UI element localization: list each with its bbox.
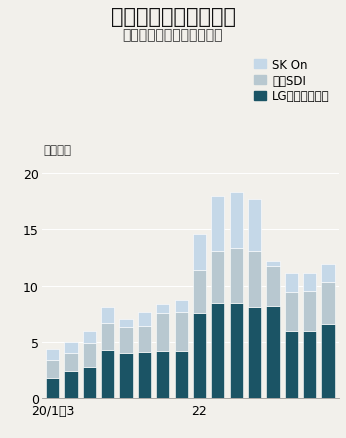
Bar	[156, 313, 169, 351]
Bar	[285, 274, 298, 293]
Bar	[174, 312, 188, 351]
Bar	[193, 234, 206, 270]
Bar	[64, 371, 78, 399]
Bar	[211, 303, 225, 399]
Bar	[174, 300, 188, 312]
Bar	[248, 251, 261, 307]
Bar	[266, 267, 280, 306]
Bar	[138, 353, 151, 399]
Bar	[285, 331, 298, 399]
Bar	[101, 307, 114, 323]
Text: 万亿韩元: 万亿韩元	[43, 144, 71, 156]
Bar	[193, 270, 206, 313]
Bar	[266, 261, 280, 267]
Bar	[285, 293, 298, 331]
Bar	[64, 342, 78, 353]
Bar	[101, 323, 114, 350]
Bar	[46, 378, 59, 399]
Bar	[211, 251, 225, 303]
Legend: SK On, 三星SDI, LG能源解决方案: SK On, 三星SDI, LG能源解决方案	[254, 58, 330, 103]
Bar	[83, 367, 96, 399]
Bar	[174, 351, 188, 399]
Bar	[46, 349, 59, 360]
Bar	[266, 306, 280, 399]
Bar	[248, 307, 261, 399]
Bar	[230, 249, 243, 303]
Bar	[156, 304, 169, 313]
Bar	[156, 351, 169, 399]
Bar	[193, 313, 206, 399]
Bar	[46, 360, 59, 378]
Bar	[321, 283, 335, 324]
Bar	[321, 324, 335, 399]
Bar	[119, 328, 133, 353]
Bar	[119, 320, 133, 328]
Bar	[230, 192, 243, 249]
Bar	[303, 274, 316, 292]
Bar	[230, 303, 243, 399]
Bar	[138, 312, 151, 326]
Bar	[321, 265, 335, 283]
Bar	[303, 331, 316, 399]
Bar	[119, 353, 133, 399]
Bar	[138, 326, 151, 353]
Bar	[64, 353, 78, 371]
Bar	[83, 331, 96, 343]
Bar	[303, 292, 316, 331]
Bar	[101, 350, 114, 399]
Bar	[211, 197, 225, 251]
Text: 三家韩国电池企业的销售额: 三家韩国电池企业的销售额	[123, 28, 223, 42]
Bar	[248, 199, 261, 251]
Bar	[83, 343, 96, 367]
Text: 韩国电池的销售额停滞: 韩国电池的销售额停滞	[110, 7, 236, 27]
